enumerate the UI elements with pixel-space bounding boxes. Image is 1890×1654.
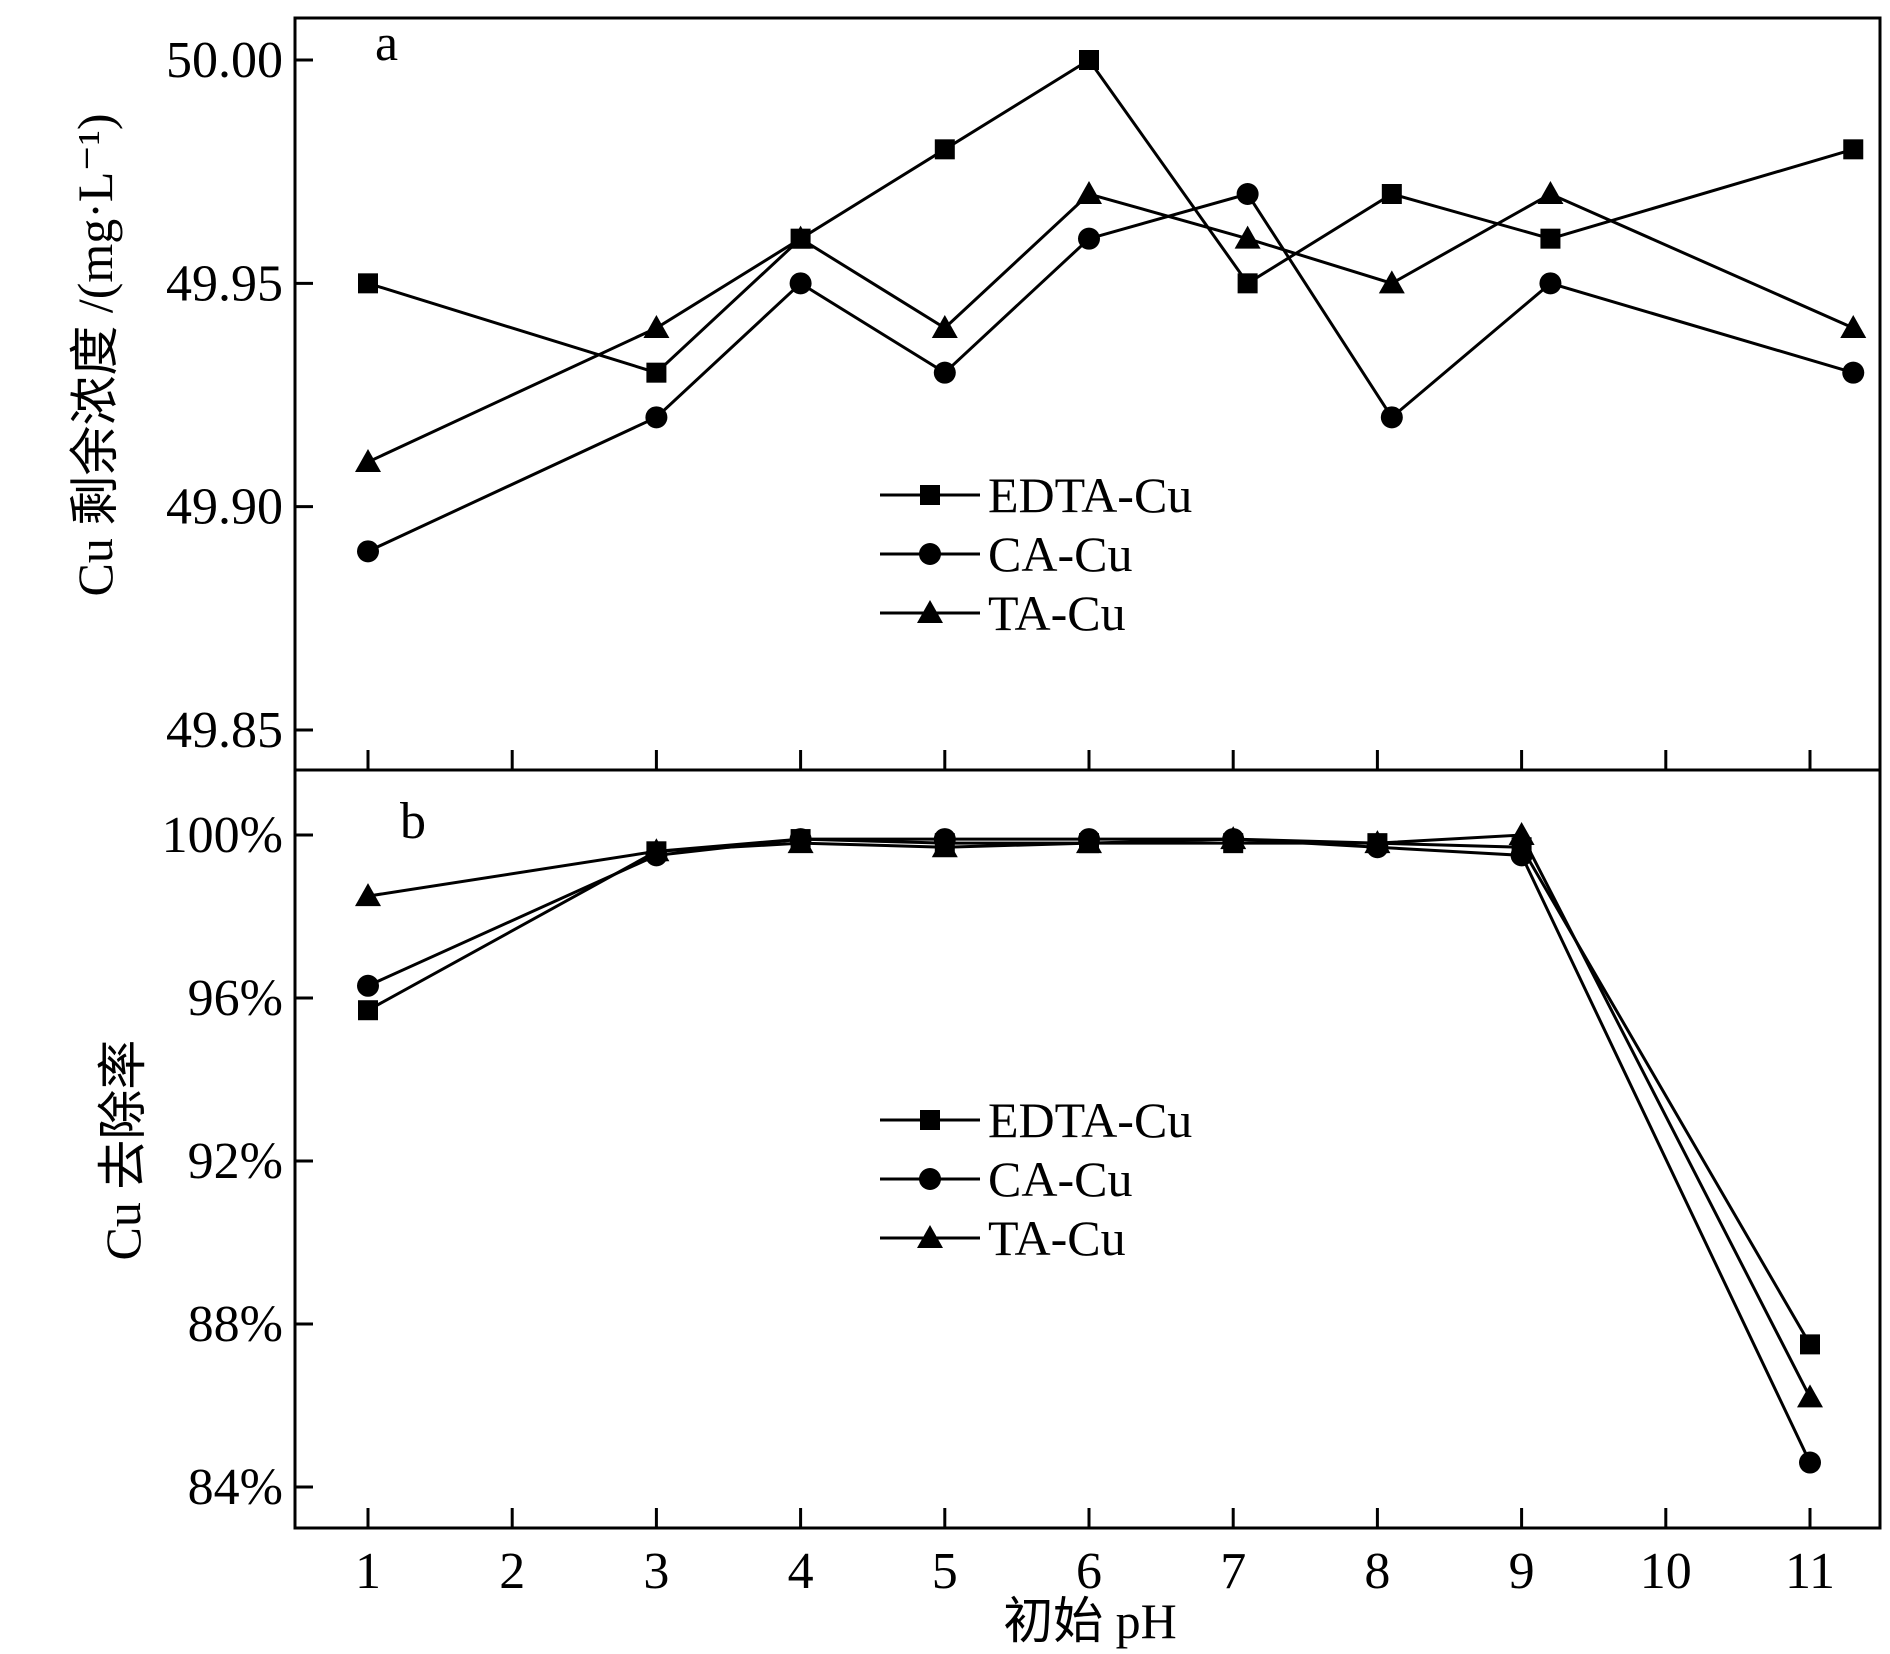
data-point <box>1537 181 1564 204</box>
x-tick-label: 9 <box>1509 1543 1535 1600</box>
x-tick-label: 3 <box>643 1543 669 1600</box>
legend-label: TA-Cu <box>988 1210 1126 1266</box>
data-point <box>787 830 814 854</box>
y-tick-label: 84% <box>188 1459 283 1516</box>
data-point <box>1799 1451 1821 1474</box>
data-point <box>358 1000 378 1021</box>
y-tick-label: 50.00 <box>166 32 283 89</box>
data-point <box>1840 315 1867 338</box>
x-tick-label: 7 <box>1220 1543 1246 1600</box>
data-point <box>645 406 668 429</box>
y-axis-title: Cu 剩余浓度 /(mg·L⁻¹) <box>67 113 123 596</box>
x-axis-title: 初始 pH <box>1003 1593 1177 1649</box>
data-point <box>1236 183 1259 205</box>
data-point <box>787 225 814 249</box>
series-ta-cu <box>355 181 1867 472</box>
legend-marker <box>920 1110 940 1130</box>
x-tick-label: 5 <box>932 1543 958 1600</box>
legend-entry: EDTA-Cu <box>880 467 1192 523</box>
y-axis-title: Cu 去除率 <box>95 1040 151 1261</box>
data-point <box>1079 50 1099 70</box>
legend-entry: CA-Cu <box>880 1151 1132 1207</box>
data-point <box>1843 139 1864 160</box>
x-tick-label: 1 <box>355 1543 381 1600</box>
series-edta-cu <box>358 50 1864 383</box>
panel-label: b <box>400 793 426 850</box>
series-line <box>367 192 1854 464</box>
legend-entry: TA-Cu <box>880 585 1126 641</box>
legend-marker <box>919 1168 941 1190</box>
data-point <box>1508 822 1535 845</box>
data-point <box>934 139 955 160</box>
data-point <box>931 834 958 858</box>
data-point <box>1378 270 1405 294</box>
panel-label: a <box>375 15 398 72</box>
data-point <box>1381 184 1402 204</box>
data-point <box>1234 225 1261 249</box>
legend-label: CA-Cu <box>988 526 1132 582</box>
plot-frame <box>293 768 1882 1530</box>
y-tick-label: 92% <box>188 1133 283 1190</box>
series-line <box>367 57 1854 375</box>
data-point <box>1800 1334 1820 1355</box>
data-point <box>1237 273 1258 294</box>
legend-label: EDTA-Cu <box>988 467 1192 523</box>
data-point <box>1842 361 1865 384</box>
data-point <box>1539 272 1562 295</box>
data-point <box>1076 830 1102 854</box>
series-ta-cu <box>355 822 1823 1408</box>
data-point <box>931 315 958 338</box>
legend-marker <box>917 600 943 623</box>
data-point <box>1797 1384 1823 1408</box>
y-tick-label: 49.85 <box>166 702 283 759</box>
y-tick-label: 88% <box>188 1296 283 1353</box>
y-tick-label: 49.90 <box>166 479 283 536</box>
legend-entry: TA-Cu <box>880 1210 1126 1266</box>
data-point <box>1220 826 1247 850</box>
legend-label: CA-Cu <box>988 1151 1132 1207</box>
plot-frame <box>293 16 1882 772</box>
data-point <box>357 974 379 997</box>
data-point <box>1510 844 1533 867</box>
data-point <box>358 273 378 294</box>
data-point <box>1380 406 1403 429</box>
data-point <box>1540 228 1561 249</box>
panel-a-axes: 49.85 49.90 49.95 50.00 a Cu 剩余浓度 /(mg·L⁻¹) ED… <box>67 15 1882 772</box>
legend-marker <box>920 485 940 505</box>
series-ca-cu <box>357 183 1865 563</box>
data-point <box>357 540 379 563</box>
y-tick-label: 96% <box>188 970 283 1027</box>
legend-marker <box>919 543 941 565</box>
data-point <box>355 883 381 907</box>
legend-marker <box>917 1225 943 1248</box>
data-point <box>1364 830 1391 854</box>
panel-b-axes: 84% 88% 92% 96% 100% 1 2 3 4 5 6 7 8 9 10 11 b Cu 去除率 EDTA… <box>95 768 1882 1600</box>
legend-label: EDTA-Cu <box>988 1092 1192 1148</box>
x-tick-label: 11 <box>1785 1543 1835 1600</box>
x-tick-label: 2 <box>499 1543 525 1600</box>
x-tick-label: 8 <box>1364 1543 1390 1600</box>
data-point <box>646 362 667 383</box>
data-point <box>789 272 812 295</box>
y-tick-label: 100% <box>162 807 283 864</box>
x-tick-label: 6 <box>1076 1543 1102 1600</box>
data-point <box>933 361 956 384</box>
data-point <box>643 315 670 338</box>
x-tick-label: 10 <box>1640 1543 1692 1600</box>
x-tick-label: 4 <box>788 1543 814 1600</box>
legend-entry: CA-Cu <box>880 526 1132 582</box>
data-point <box>355 449 381 472</box>
legend-entry: EDTA-Cu <box>880 1092 1192 1148</box>
data-point <box>1078 227 1100 250</box>
data-point <box>1076 181 1102 204</box>
y-tick-label: 49.95 <box>166 255 283 312</box>
data-point <box>643 838 670 862</box>
legend-label: TA-Cu <box>988 585 1126 641</box>
